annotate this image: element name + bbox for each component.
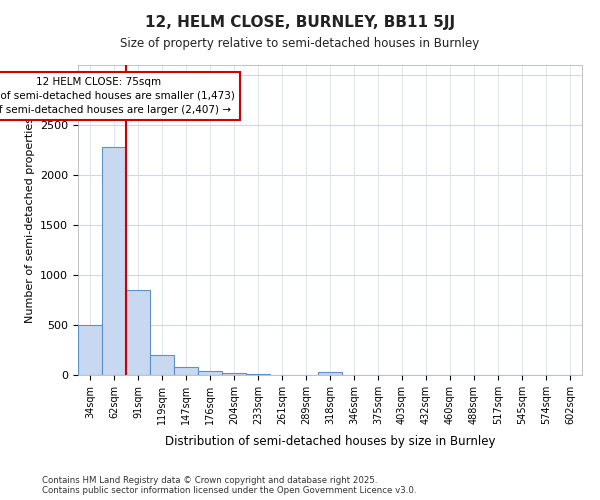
Bar — [150, 355, 174, 375]
Text: 12, HELM CLOSE, BURNLEY, BB11 5JJ: 12, HELM CLOSE, BURNLEY, BB11 5JJ — [145, 15, 455, 30]
Text: 12 HELM CLOSE: 75sqm
← 37% of semi-detached houses are smaller (1,473)
61% of se: 12 HELM CLOSE: 75sqm ← 37% of semi-detac… — [0, 77, 235, 115]
Y-axis label: Number of semi-detached properties: Number of semi-detached properties — [25, 117, 35, 323]
Bar — [102, 147, 126, 375]
Bar — [126, 290, 150, 375]
Bar — [198, 371, 222, 375]
Text: Contains HM Land Registry data © Crown copyright and database right 2025.
Contai: Contains HM Land Registry data © Crown c… — [42, 476, 416, 495]
Bar — [318, 372, 342, 375]
Text: Size of property relative to semi-detached houses in Burnley: Size of property relative to semi-detach… — [121, 38, 479, 51]
Bar — [222, 372, 246, 375]
Bar — [246, 374, 270, 375]
Bar — [78, 325, 102, 375]
X-axis label: Distribution of semi-detached houses by size in Burnley: Distribution of semi-detached houses by … — [165, 435, 495, 448]
Bar — [174, 366, 198, 375]
